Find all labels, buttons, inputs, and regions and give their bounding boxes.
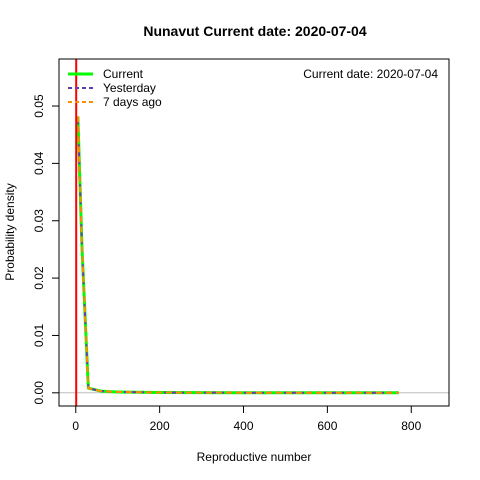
x-tick-label: 800 xyxy=(401,419,421,433)
x-axis-label: Reproductive number xyxy=(197,450,312,464)
y-tick-label: 0.01 xyxy=(32,323,46,347)
x-tick-label: 600 xyxy=(317,419,337,433)
y-tick-label: 0.00 xyxy=(32,381,46,405)
y-tick-label: 0.03 xyxy=(32,209,46,233)
x-tick-label: 0 xyxy=(72,419,79,433)
series-line-1 xyxy=(76,116,399,394)
x-tick-label: 200 xyxy=(150,419,170,433)
y-tick-label: 0.04 xyxy=(32,151,46,175)
legend-label-2: 7 days ago xyxy=(103,95,162,109)
y-tick-label: 0.05 xyxy=(32,94,46,118)
series-line-2 xyxy=(76,116,399,394)
legend-label-0: Current xyxy=(103,67,144,81)
plot-area xyxy=(59,59,449,406)
y-axis-label: Probability density xyxy=(3,183,17,280)
series-line-0 xyxy=(76,116,399,395)
x-tick-label: 400 xyxy=(234,419,254,433)
current-date-annotation: Current date: 2020-07-04 xyxy=(303,67,438,81)
legend-label-1: Yesterday xyxy=(103,81,156,95)
y-tick-label: 0.02 xyxy=(32,266,46,290)
y-axis: 0.00 0.01 0.02 0.03 0.04 0.05 xyxy=(32,94,60,405)
plot-frame xyxy=(58,58,450,407)
x-axis: 0 200 400 600 800 xyxy=(72,405,422,433)
chart-title: Nunavut Current date: 2020-07-04 xyxy=(143,23,367,39)
